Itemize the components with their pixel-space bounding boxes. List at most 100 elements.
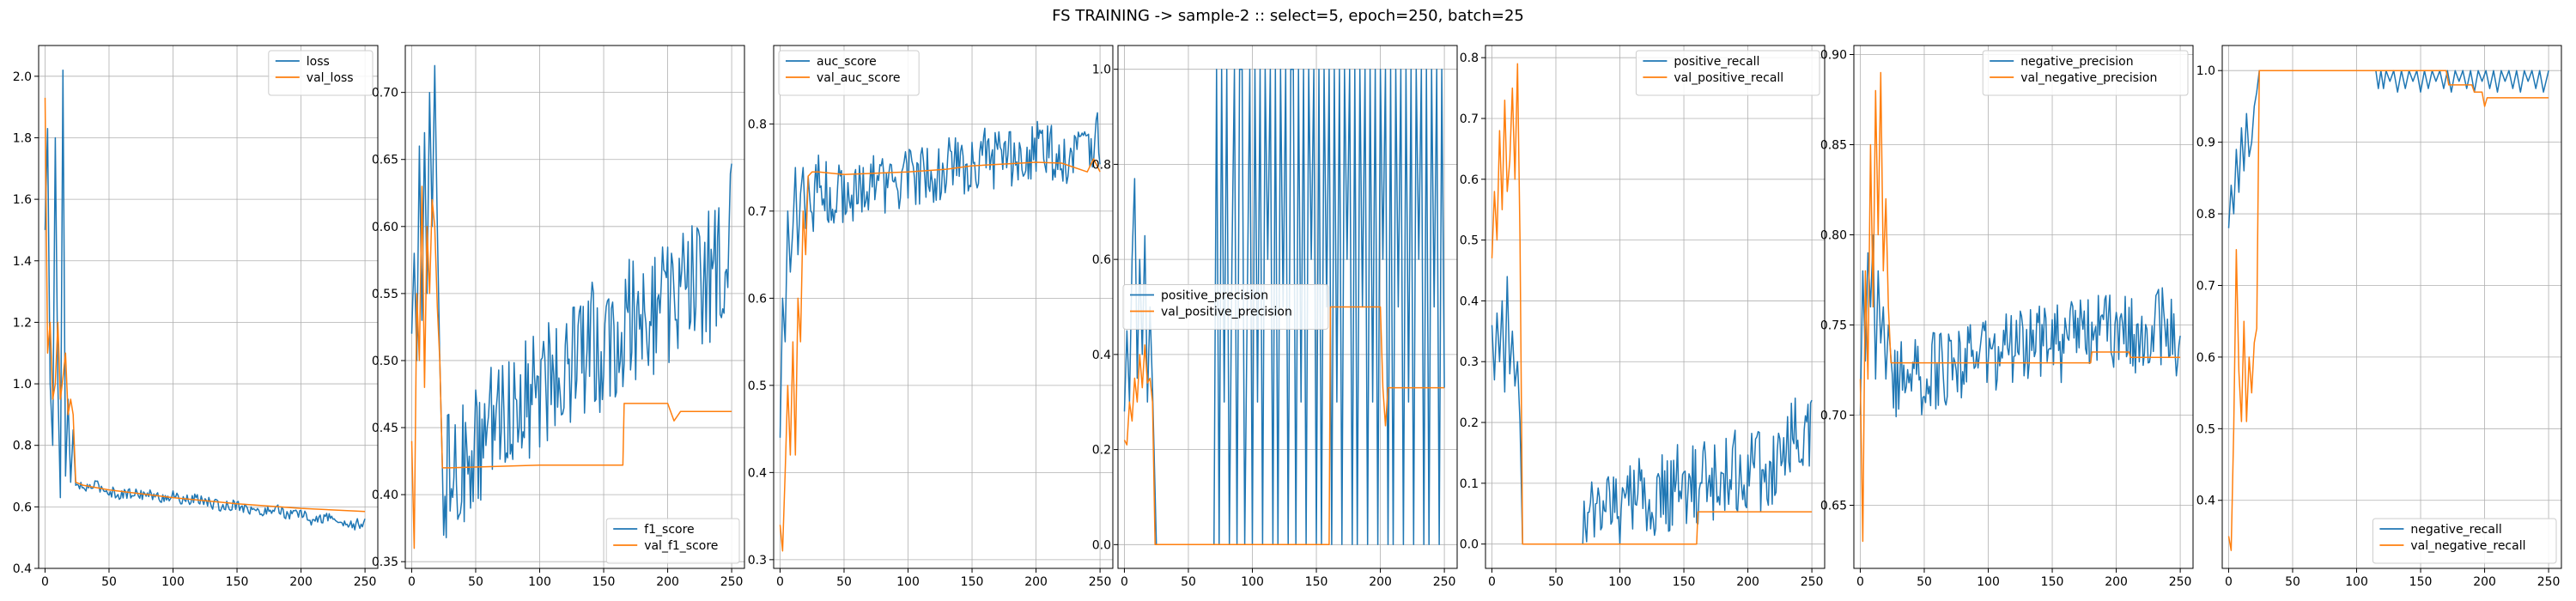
y-tick-label: 0.4 [2196, 495, 2215, 508]
legend-label: val_negative_recall [2410, 539, 2525, 553]
axes-frame [1485, 45, 1826, 569]
legend-label: val_auc_score [817, 71, 901, 85]
x-tick-label: 150 [2041, 575, 2064, 589]
x-tick-label: 250 [1433, 575, 1456, 589]
y-tick-label: 0.6 [1092, 253, 1111, 267]
x-tick-label: 250 [720, 575, 744, 589]
y-tick-label: 0.6 [2196, 351, 2215, 365]
x-tick-label: 0 [2225, 575, 2233, 589]
y-tick-label: 0.6 [1460, 173, 1479, 187]
y-tick-label: 0.8 [2196, 208, 2215, 222]
figure-title: FS TRAINING -> sample-2 :: select=5, epo… [1052, 7, 1524, 25]
y-tick-label: 0.85 [1820, 139, 1847, 153]
subplot-f1: 0 50 100 150 200 250 0.35 0.40 0.45 0.50 0.55 0.60 0… [372, 45, 745, 589]
legend-box [2372, 518, 2557, 564]
y-tick-label: 0.35 [372, 555, 398, 569]
x-tick-label: 250 [1089, 575, 1112, 589]
series-line-val_positive_precision [1123, 306, 1445, 546]
y-tick-label: 1.0 [13, 378, 32, 392]
x-tick-label: 50 [101, 575, 117, 589]
series-line-val_negative_recall [2227, 70, 2549, 551]
axes-frame [773, 45, 1114, 569]
y-tick-label: 1.2 [13, 316, 32, 330]
series-line-negative_recall [2227, 70, 2549, 228]
x-tick-label: 200 [656, 575, 679, 589]
legend-label: positive_recall [1674, 55, 1759, 69]
y-tick-label: 0.70 [1820, 410, 1847, 423]
x-tick-label: 0 [41, 575, 49, 589]
subplot-positive_precision: 0 50 100 150 200 250 0.0 0.2 0.4 0.6 0.8 1.0 positiv… [1092, 45, 1458, 589]
axes-frame [404, 45, 745, 569]
legend-box [1635, 50, 1820, 96]
subplot-negative_precision: 0 50 100 150 200 250 0.65 0.70 0.75 0.80 0.85 0.90 n… [1820, 45, 2194, 589]
legend-label: auc_score [817, 55, 877, 69]
y-tick-label: 0.2 [1460, 416, 1479, 430]
legend: positive_precision val_positive_precision [1122, 284, 1329, 330]
series-line-val_f1_score [410, 185, 732, 549]
x-tick-label: 100 [1608, 575, 1631, 589]
legend-box [778, 50, 920, 96]
legend-label: f1_score [644, 523, 694, 537]
legend-box [1982, 50, 2189, 96]
y-tick-label: 1.0 [2196, 64, 2215, 78]
legend-box [605, 518, 740, 564]
y-tick-label: 0.40 [372, 489, 398, 502]
x-tick-label: 50 [1917, 575, 1932, 589]
series-line-positive_precision [1123, 68, 1445, 546]
x-tick-label: 50 [836, 575, 852, 589]
legend: loss val_loss [268, 50, 374, 96]
y-tick-label: 0.0 [1460, 538, 1479, 552]
y-tick-label: 0.3 [748, 554, 767, 568]
y-tick-label: 0.6 [748, 292, 767, 306]
y-tick-label: 0.8 [1092, 158, 1111, 172]
x-tick-label: 150 [1673, 575, 1696, 589]
x-tick-label: 150 [592, 575, 616, 589]
x-tick-label: 150 [226, 575, 249, 589]
x-tick-label: 150 [961, 575, 984, 589]
series-line-val_positive_recall [1491, 63, 1813, 545]
y-tick-label: 0.4 [748, 466, 767, 480]
series-line-auc_score [779, 112, 1101, 438]
legend: f1_score val_f1_score [605, 518, 740, 564]
y-tick-label: 0.5 [1460, 234, 1479, 248]
y-tick-label: 0.8 [748, 118, 767, 131]
x-tick-label: 0 [776, 575, 784, 589]
x-tick-label: 50 [1548, 575, 1564, 589]
y-tick-label: 0.80 [1820, 229, 1847, 243]
subplot-negative_recall: 0 50 100 150 200 250 0.4 0.5 0.6 0.7 0.8 0.9 1.0 nega… [2196, 45, 2562, 589]
y-tick-label: 0.65 [1820, 500, 1847, 513]
series-line-val_auc_score [779, 158, 1101, 552]
x-tick-label: 100 [528, 575, 551, 589]
x-tick-label: 250 [2169, 575, 2192, 589]
legend-label: val_negative_precision [2020, 71, 2157, 85]
legend: auc_score val_auc_score [778, 50, 920, 96]
y-tick-label: 1.6 [13, 193, 32, 207]
legend: positive_recall val_positive_recall [1635, 50, 1820, 96]
legend-label: val_f1_score [644, 539, 718, 553]
legend: negative_precision val_negative_precision [1982, 50, 2189, 96]
series-line-f1_score [410, 64, 732, 538]
y-tick-label: 0.45 [372, 422, 398, 435]
y-tick-label: 0.2 [1092, 444, 1111, 458]
y-tick-label: 1.0 [1092, 64, 1111, 77]
x-tick-label: 50 [1181, 575, 1196, 589]
y-tick-label: 0.90 [1820, 49, 1847, 63]
x-tick-label: 150 [1305, 575, 1328, 589]
legend-box [1122, 284, 1329, 330]
axes-frame [2221, 45, 2562, 569]
y-tick-label: 0.75 [1820, 319, 1847, 333]
y-tick-label: 0.3 [1460, 355, 1479, 369]
legend-label: val_loss [307, 71, 354, 85]
x-tick-label: 0 [408, 575, 416, 589]
x-tick-label: 250 [1801, 575, 1824, 589]
legend-label: val_positive_recall [1674, 71, 1783, 85]
subplot-positive_recall: 0 50 100 150 200 250 0.0 0.1 0.2 0.3 0.4 0.5 0.6 0.7 0… [1460, 45, 1826, 589]
x-tick-label: 200 [1736, 575, 1759, 589]
x-tick-label: 100 [1977, 575, 2000, 589]
y-tick-label: 0.8 [1460, 52, 1479, 65]
subplot-auc: 0 50 100 150 200 250 0.3 0.4 0.5 0.6 0.7 0.8 auc_sco… [748, 45, 1114, 589]
y-tick-label: 1.8 [13, 131, 32, 145]
y-tick-label: 0.4 [13, 562, 32, 576]
y-tick-label: 2.0 [13, 70, 32, 84]
series-line-val_negative_precision [1859, 71, 2181, 543]
